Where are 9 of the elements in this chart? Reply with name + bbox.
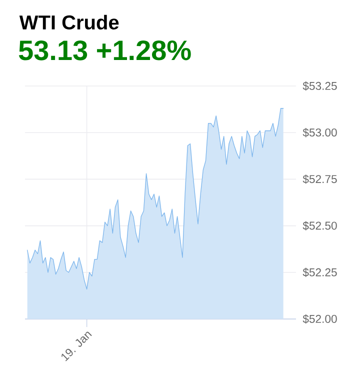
y-tick-label: $52.50 [302,221,337,230]
x-tick-label: 19. Jan [62,332,92,362]
y-tick-label: $52.75 [302,174,337,184]
y-tick-label: $52.00 [302,314,337,324]
y-tick-label: $53.25 [302,81,337,91]
chart-subtitle: 53.13 +1.28% [18,40,191,60]
y-tick-label: $52.25 [302,268,337,277]
y-tick-label: $53.00 [302,128,337,138]
chart-title: WTI Crude [19,14,119,30]
